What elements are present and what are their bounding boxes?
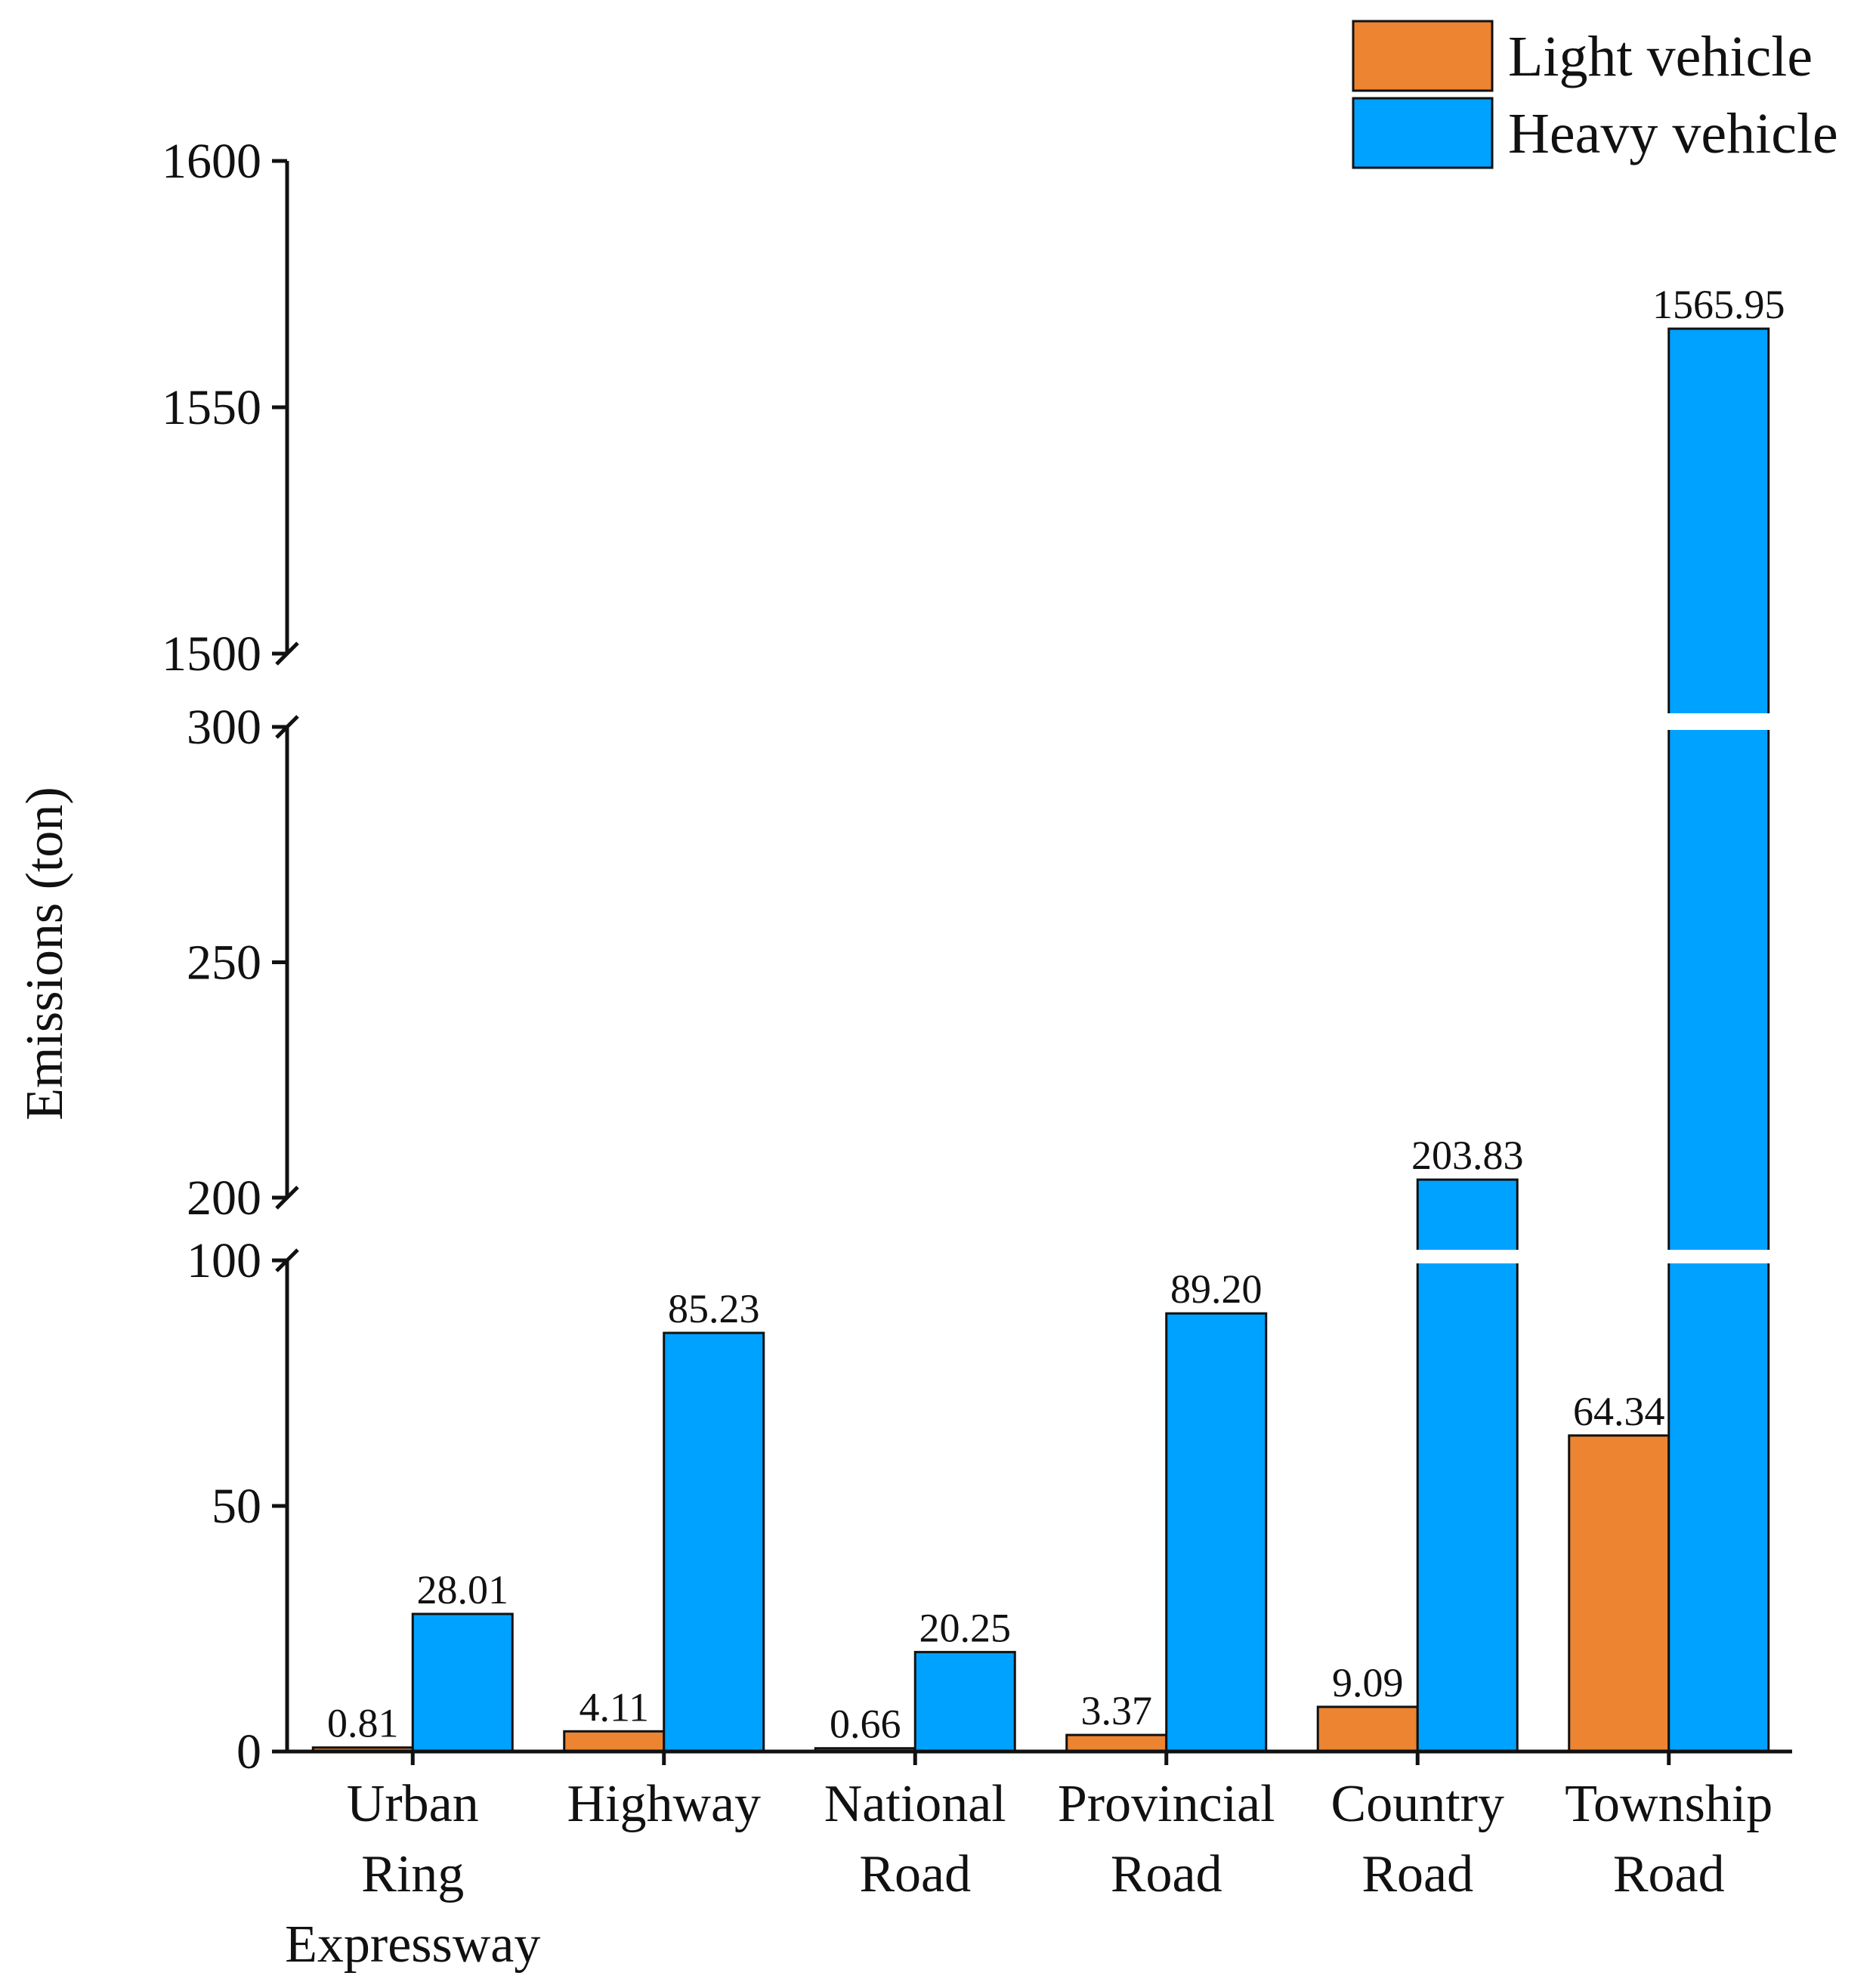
legend-swatch-light	[1352, 20, 1494, 92]
y-tick-label-200: 200	[187, 1170, 261, 1226]
bars-layer	[311, 327, 1772, 1753]
x-tick-label-3-0: Provincial	[1058, 1775, 1275, 1833]
bar-break-band-5-1-1	[1665, 713, 1772, 730]
axis-layer	[272, 159, 1792, 1765]
value-label-light-0: 0.81	[327, 1701, 399, 1746]
x-tick-label-0-0: Urban	[347, 1775, 479, 1833]
bar-heavy-5	[1667, 327, 1770, 1753]
legend: Light vehicle Heavy vehicle	[1352, 20, 1838, 169]
bar-heavy-0	[411, 1612, 514, 1753]
x-tick-label-2-0: National	[824, 1775, 1006, 1833]
bar-heavy-2	[913, 1650, 1016, 1753]
y-tick-label-1550: 1550	[162, 380, 261, 435]
value-label-heavy-5: 1565.95	[1652, 282, 1785, 327]
legend-swatch-heavy	[1352, 97, 1494, 169]
y-tick-label-250: 250	[187, 935, 261, 991]
value-label-light-3: 3.37	[1081, 1688, 1153, 1733]
bar-break-band-4-1-0	[1414, 1250, 1521, 1263]
bar-break-band-5-1-0	[1665, 1250, 1772, 1263]
bar-heavy-1	[663, 1331, 765, 1753]
y-tick-label-1500: 1500	[162, 626, 261, 682]
value-label-heavy-3: 89.20	[1170, 1266, 1263, 1312]
x-tick-label-0-2: Expressway	[285, 1915, 540, 1974]
value-label-light-2: 0.66	[830, 1702, 901, 1747]
x-tick-label-0-1: Ring	[361, 1845, 464, 1903]
value-label-heavy-0: 28.01	[417, 1567, 509, 1612]
x-tick-label-4-0: Country	[1331, 1775, 1504, 1833]
bar-light-1	[563, 1730, 666, 1753]
x-tick-label-3-1: Road	[1111, 1845, 1222, 1903]
bar-light-5	[1568, 1434, 1670, 1753]
x-tick-label-2-1: Road	[859, 1845, 971, 1903]
value-label-light-1: 4.11	[579, 1684, 650, 1730]
value-label-light-5: 64.34	[1573, 1389, 1665, 1434]
axis-break-mark-0	[275, 1186, 299, 1272]
bar-light-3	[1065, 1733, 1168, 1753]
y-tick-label-0: 0	[236, 1724, 261, 1779]
bar-heavy-3	[1165, 1312, 1268, 1753]
y-tick-label-1600: 1600	[162, 134, 261, 189]
x-tick-label-1-0: Highway	[567, 1775, 761, 1833]
x-tick-label-5-1: Road	[1613, 1845, 1725, 1903]
x-tick-label-5-0: Township	[1565, 1775, 1772, 1833]
x-tick-label-4-1: Road	[1361, 1845, 1473, 1903]
value-label-heavy-4: 203.83	[1411, 1133, 1524, 1178]
bar-light-4	[1316, 1705, 1419, 1753]
value-label-heavy-1: 85.23	[668, 1286, 760, 1331]
y-tick-label-300: 300	[187, 700, 261, 755]
bar-heavy-4	[1416, 1178, 1519, 1753]
legend-label-heavy: Heavy vehicle	[1508, 102, 1838, 165]
value-label-heavy-2: 20.25	[919, 1605, 1012, 1650]
y-tick-label-100: 100	[187, 1233, 261, 1288]
value-label-light-4: 9.09	[1332, 1660, 1404, 1705]
y-tick-label-50: 50	[212, 1479, 261, 1534]
legend-label-light: Light vehicle	[1508, 25, 1813, 88]
axis-break-mark-1	[275, 642, 299, 739]
y-axis-label: Emissions (ton)	[16, 787, 74, 1120]
labels-layer: 0.81 28.01 Urban Ring Expressway 4.11 85.23 Hig…	[162, 134, 1785, 1974]
